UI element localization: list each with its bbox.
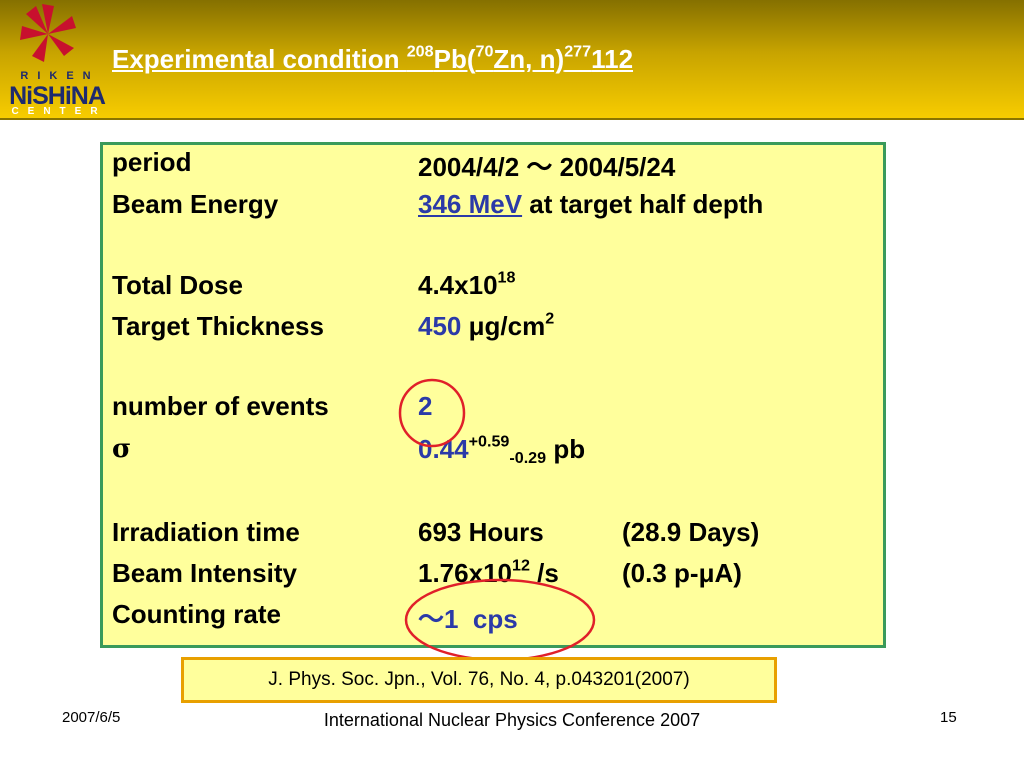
logo-bottom: CENTER (11, 106, 107, 117)
header: RIKEN NiSHiNA CENTER Experimental condit… (0, 0, 1024, 120)
value: /s (529, 558, 559, 588)
logo-name: NiSHiNA (9, 82, 106, 110)
value: 346 MeV (418, 189, 523, 219)
value: at target half depth (522, 189, 764, 219)
value: (0.3 p-μA) (622, 558, 742, 588)
title-sup: 70 (475, 42, 494, 61)
title-sup: 208 (406, 42, 434, 61)
label: Irradiation time (112, 517, 300, 547)
citation: J. Phys. Soc. Jpn., Vol. 76, No. 4, p.04… (181, 657, 777, 703)
footer-conference: International Nuclear Physics Conference… (323, 710, 701, 730)
value: 1.76x10 (418, 558, 512, 588)
label: period (112, 147, 192, 177)
label: Counting rate (112, 599, 281, 629)
title-text: Pb( (433, 44, 476, 74)
value: (28.9 Days) (622, 517, 760, 547)
value-sup: +0.59 (468, 432, 510, 451)
logo-top: RIKEN (20, 70, 100, 82)
footer-page: 15 (940, 709, 957, 726)
value: 693 Hours (418, 517, 544, 547)
value-sup: 2 (545, 309, 555, 328)
value: pb (546, 434, 586, 464)
value: 2 (418, 391, 433, 421)
value: 4.4x10 (418, 270, 498, 300)
title-text: Zn, n) (493, 44, 565, 74)
value-sup: 18 (497, 268, 516, 287)
value: μg/cm (461, 311, 546, 341)
value: 〜1 cps (418, 604, 518, 634)
label: Beam Intensity (112, 558, 297, 588)
value: 0.44 (418, 434, 469, 464)
title-text: 112 (591, 44, 634, 74)
label: Beam Energy (112, 189, 279, 219)
value: 450 (418, 311, 462, 341)
title-sup: 277 (564, 42, 592, 61)
value-sub: -0.29 (509, 448, 547, 467)
title: Experimental condition 208Pb(70Zn, n)277… (112, 44, 633, 75)
footer-date: 2007/6/5 (62, 709, 121, 726)
label: Target Thickness (112, 311, 324, 341)
value: 2004/4/2 〜 2004/5/24 (418, 152, 676, 182)
label: Total Dose (112, 270, 243, 300)
label: number of events (112, 391, 329, 421)
value-sup: 12 (511, 556, 530, 575)
logo-mark (20, 4, 76, 62)
label: σ (112, 434, 132, 464)
title-text: Experimental condition (112, 44, 407, 74)
